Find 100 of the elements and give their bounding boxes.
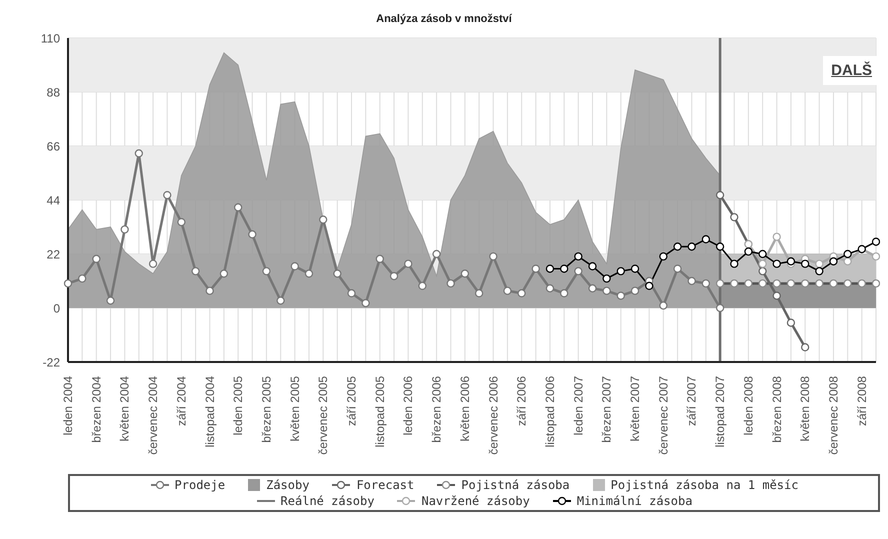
- point: [872, 238, 880, 246]
- point: [602, 286, 611, 295]
- x-tick-label: listopad 2006: [542, 376, 557, 448]
- point: [546, 264, 554, 273]
- point: [191, 267, 200, 276]
- point: [772, 232, 781, 241]
- point: [460, 270, 470, 278]
- point: [786, 279, 796, 288]
- point: [801, 279, 810, 288]
- x-tick-label: leden 2004: [61, 376, 75, 436]
- y-tick-label: 0: [53, 301, 60, 316]
- legend-label: Pojistná zásoba na 1 měsíc: [610, 478, 798, 492]
- x-tick-label: květen 2004: [118, 376, 132, 442]
- point: [376, 254, 384, 264]
- point: [546, 284, 554, 292]
- y-tick-label: 22: [46, 247, 60, 262]
- point: [206, 286, 214, 295]
- point: [574, 252, 582, 261]
- x-tick-label: září 2005: [344, 376, 359, 426]
- point: [844, 250, 852, 258]
- x-tick-label: květen 2006: [458, 376, 472, 442]
- point: [333, 270, 342, 278]
- point: [744, 279, 753, 288]
- x-tick-label: listopad 2004: [202, 376, 217, 448]
- x-tick-label: březen 2006: [430, 376, 444, 443]
- x-tick-label: září 2007: [684, 376, 699, 426]
- point: [503, 286, 512, 295]
- point: [120, 225, 129, 234]
- point: [630, 286, 640, 295]
- point: [616, 267, 625, 276]
- x-tick-label: červenec 2008: [826, 376, 840, 455]
- point: [659, 252, 668, 261]
- x-tick-label: leden 2008: [741, 376, 756, 436]
- legend-label: Navržené zásoby: [420, 494, 530, 508]
- y-tick-label: -22: [42, 355, 60, 370]
- point: [362, 298, 370, 308]
- x-tick-label: březen 2008: [770, 376, 784, 443]
- annotation: DALŠ: [823, 56, 880, 85]
- point: [730, 260, 738, 268]
- chart-title: Analýza zásob v množství: [375, 12, 513, 27]
- point: [772, 279, 781, 288]
- point: [872, 279, 880, 288]
- point: [844, 279, 852, 288]
- point: [304, 270, 314, 278]
- point: [786, 257, 796, 266]
- point: [815, 260, 824, 268]
- point: [716, 279, 724, 288]
- point: [772, 260, 781, 268]
- point: [801, 343, 810, 352]
- point: [645, 282, 654, 290]
- point: [730, 279, 738, 288]
- point: [276, 296, 285, 305]
- x-tick-label: září 2006: [514, 376, 529, 426]
- x-tick-label: červenec 2007: [656, 376, 670, 455]
- x-tick-label: leden 2005: [231, 376, 246, 436]
- x-tick-label: leden 2007: [571, 376, 586, 436]
- point: [673, 242, 682, 251]
- point: [92, 254, 100, 264]
- point: [474, 289, 484, 298]
- x-tick-label: květen 2005: [288, 376, 302, 442]
- point: [673, 264, 682, 273]
- point: [290, 262, 299, 270]
- legend-label: Pojistná zásoba: [460, 478, 570, 492]
- point: [347, 289, 356, 298]
- point: [702, 235, 710, 244]
- point: [602, 274, 611, 283]
- point: [616, 292, 625, 300]
- point: [220, 270, 228, 278]
- legend-label: Forecast: [355, 478, 414, 492]
- point: [688, 276, 696, 286]
- y-tick-label: 66: [46, 139, 60, 154]
- legend-label: Zásoby: [265, 478, 310, 492]
- x-tick-label: září 2004: [174, 376, 188, 426]
- point: [106, 296, 115, 305]
- point: [758, 250, 767, 258]
- point: [844, 257, 852, 266]
- point: [801, 260, 810, 268]
- y-tick-label: 110: [40, 31, 60, 46]
- x-tick-label: květen 2007: [628, 376, 642, 442]
- point: [148, 260, 158, 268]
- point: [772, 292, 781, 300]
- point: [390, 272, 398, 280]
- point: [588, 262, 597, 270]
- point: [815, 267, 824, 276]
- point: [64, 279, 72, 288]
- point: [418, 282, 426, 290]
- point: [758, 267, 767, 276]
- point: [758, 279, 767, 288]
- x-tick-label: listopad 2007: [713, 376, 728, 448]
- point: [574, 267, 582, 276]
- point: [262, 267, 271, 276]
- point: [134, 149, 143, 158]
- legend-label: Prodeje: [174, 478, 226, 492]
- point: [702, 279, 710, 288]
- point: [518, 289, 526, 298]
- point: [815, 279, 824, 288]
- point: [588, 284, 597, 292]
- point: [177, 218, 186, 226]
- x-tick-label: březen 2005: [259, 376, 274, 443]
- point: [744, 247, 753, 256]
